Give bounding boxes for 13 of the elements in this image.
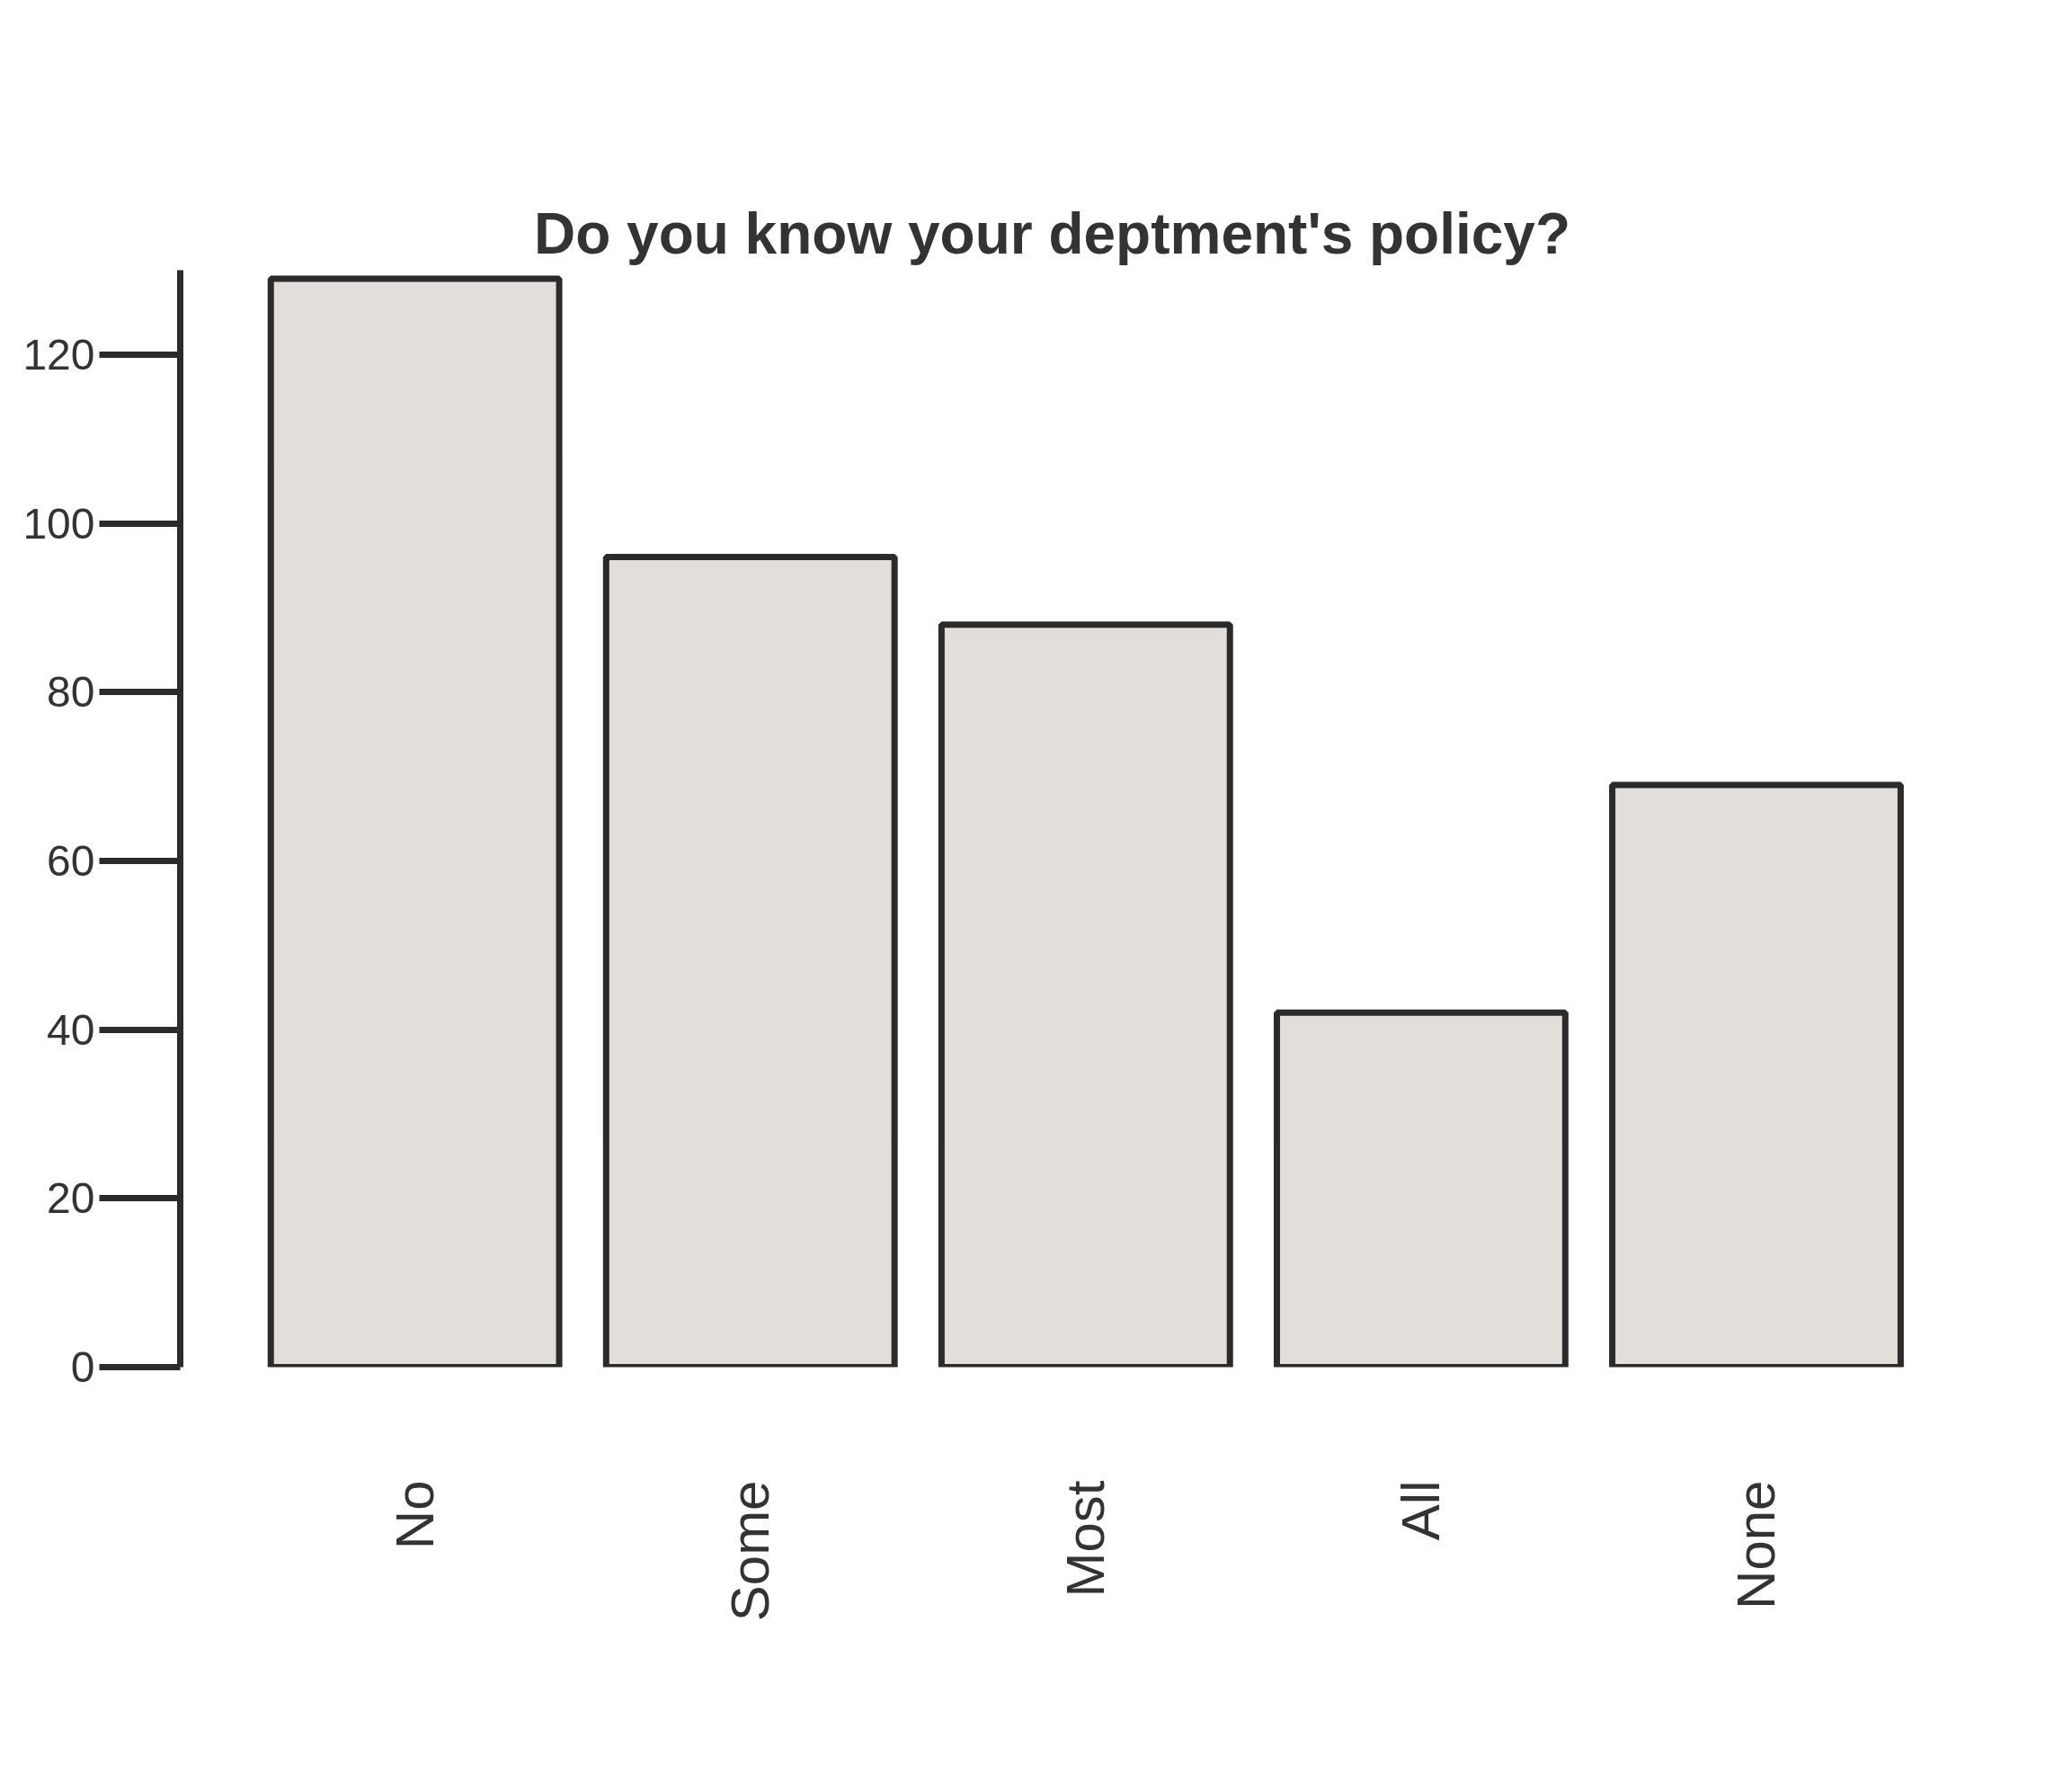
x-tick-label: No bbox=[385, 1480, 446, 1550]
y-tick-label: 60 bbox=[47, 836, 95, 885]
y-tick-label: 100 bbox=[22, 499, 95, 548]
y-tick-label: 80 bbox=[47, 668, 95, 717]
y-tick-label: 120 bbox=[22, 330, 95, 379]
x-tick-label: None bbox=[1726, 1480, 1787, 1609]
y-tick-label: 40 bbox=[47, 1005, 95, 1054]
y-tick-label: 0 bbox=[70, 1343, 95, 1391]
x-tick-label: All bbox=[1391, 1480, 1452, 1541]
x-tick-label: Some bbox=[720, 1480, 781, 1622]
chart-title: Do you know your deptment's policy? bbox=[533, 201, 1571, 266]
x-tick-label: Most bbox=[1055, 1480, 1116, 1598]
y-tick-label: 20 bbox=[47, 1174, 95, 1223]
